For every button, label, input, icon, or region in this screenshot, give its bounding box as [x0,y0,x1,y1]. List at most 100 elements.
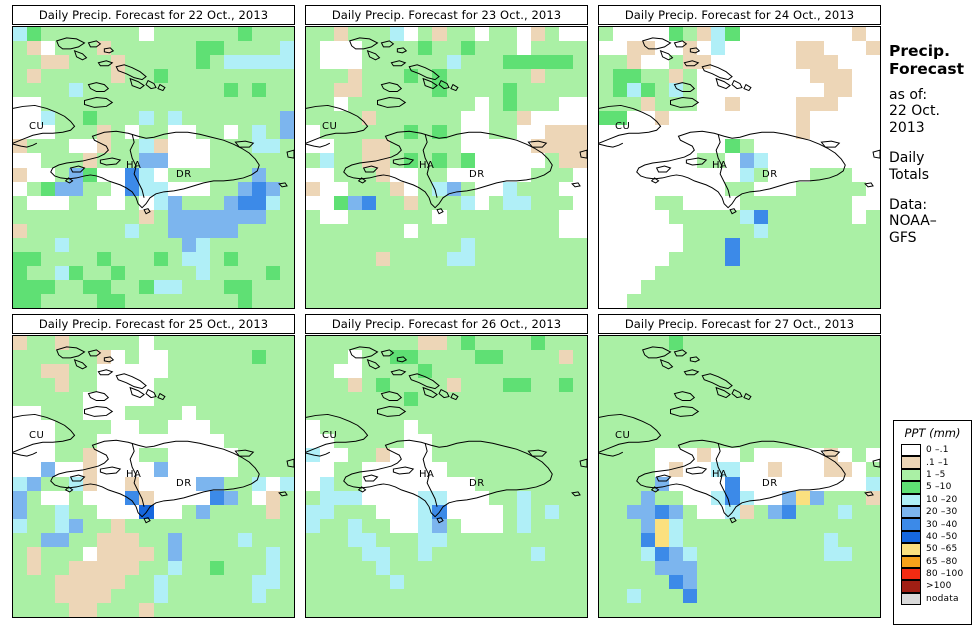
precip-cell [544,560,559,575]
precip-cell [390,406,405,421]
precip-cell [502,518,517,533]
precip-cell [125,434,140,449]
precip-cell [362,462,377,477]
precip-cell [83,153,98,168]
precip-cell [111,293,126,308]
precip-cell [181,41,196,56]
precip-cell [683,448,698,463]
precip-cell [390,223,405,238]
precip-cell [460,546,475,561]
precip-cell [251,532,266,547]
precip-cell [809,139,824,154]
precip-cell [683,97,698,112]
precip-cell [599,153,614,168]
precip-cell [390,27,405,42]
precip-cell [641,364,656,379]
precip-cell [558,97,573,112]
precip-cell [404,462,419,477]
precip-cell [167,336,182,351]
precip-cell [418,532,433,547]
precip-cell [530,209,545,224]
precip-cell [306,69,321,84]
precip-cell [725,69,740,84]
precip-cell [279,55,294,70]
precip-cell [655,392,670,407]
precip-cell [223,279,238,294]
precip-cell [446,364,461,379]
precip-cell [195,406,210,421]
precip-cell [320,265,335,280]
precip-cell [851,223,866,238]
precip-cell [809,237,824,252]
precip-cell [334,195,349,210]
precip-cell [41,476,56,491]
precip-cell [823,55,838,70]
precip-cell [446,420,461,435]
precip-cell [711,350,726,365]
precip-cell [195,111,210,126]
precip-cell [97,209,112,224]
precip-cell [279,434,294,449]
precip-cell [27,532,42,547]
precip-cell [209,434,224,449]
precip-cell [739,251,754,266]
precip-cell [348,237,363,252]
precip-cell [767,27,782,42]
precip-cell [530,55,545,70]
precip-cell [376,546,391,561]
precip-cell [181,223,196,238]
precip-cell [390,153,405,168]
precip-cell [432,279,447,294]
precip-cell [613,490,628,505]
precip-cell [460,223,475,238]
precip-cell [83,350,98,365]
precip-cell [739,55,754,70]
precip-cell [97,111,112,126]
region-label-cu: CU [322,430,338,441]
precip-cell [41,265,56,280]
panel-title-text: Daily Precip. Forecast for 23 Oct., 2013 [331,8,562,22]
precip-cell [516,336,531,351]
precip-cell [404,167,419,182]
precip-cell [237,490,252,505]
precip-cell [599,378,614,393]
precip-cell [181,265,196,280]
precip-cell [767,546,782,561]
precip-cell [83,602,98,617]
precip-cell [683,153,698,168]
precip-cell [851,209,866,224]
precip-cell [97,181,112,196]
precip-cell [460,574,475,589]
precip-cell [474,532,489,547]
precip-grid-4 [13,336,294,617]
legend-swatch [901,493,921,506]
map-6: CU HA DR [598,335,881,618]
precip-cell [69,69,84,84]
precip-cell [279,392,294,407]
precip-cell [851,364,866,379]
precip-cell [474,153,489,168]
precip-cell [320,588,335,603]
precip-cell [153,279,168,294]
precip-cell [41,237,56,252]
precip-cell [13,223,28,238]
precip-cell [697,139,712,154]
precip-cell [97,279,112,294]
precip-cell [223,293,238,308]
precip-cell [195,490,210,505]
precip-cell [181,448,196,463]
precip-cell [502,223,517,238]
precip-cell [125,265,140,280]
precip-cell [55,251,70,266]
precip-cell [41,153,56,168]
precip-cell [334,406,349,421]
precip-cell [544,41,559,56]
precip-cell [599,97,614,112]
precip-cell [139,490,154,505]
legend-row: 80 –100 [901,567,971,581]
precip-cell [306,153,321,168]
precip-cell [809,476,824,491]
precip-cell [739,97,754,112]
precip-cell [725,378,740,393]
precip-cell [432,223,447,238]
